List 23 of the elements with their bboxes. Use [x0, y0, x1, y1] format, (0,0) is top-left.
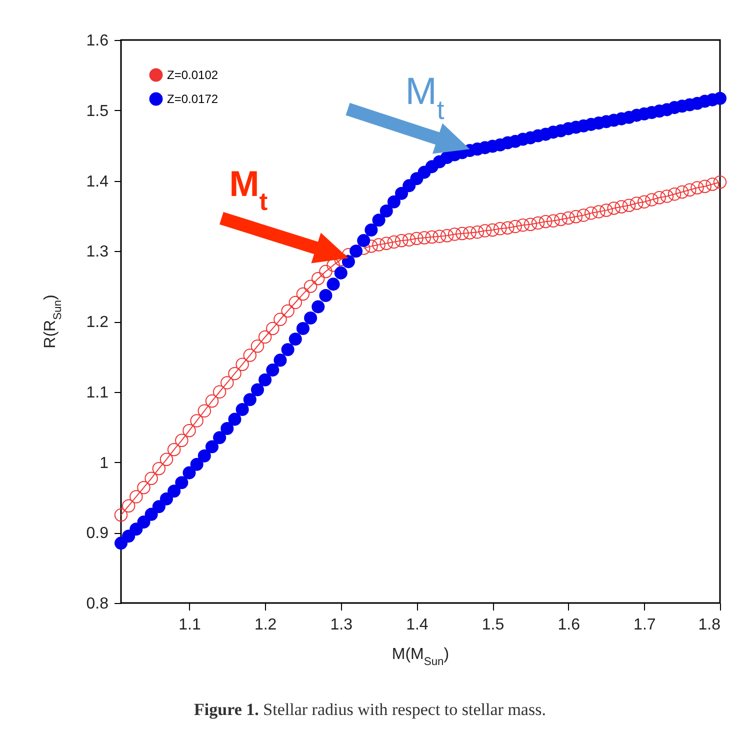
x-axis-title: M(M$_{Sun}$) [392, 646, 450, 668]
x-tick-label: 1.5 [482, 616, 504, 634]
y-tick-label: 1.1 [86, 384, 109, 402]
y-tick-label: 1.2 [86, 314, 109, 331]
x-tick-label: 1.2 [254, 616, 277, 634]
y-tick-label: 0.9 [86, 525, 109, 542]
annotation: M$_{t}$ [405, 71, 445, 126]
y-tick-label: 0.8 [86, 596, 109, 612]
x-tick-label: 1.7 [634, 616, 656, 634]
legend-label: Z=0.0102 [167, 68, 218, 82]
x-tick-label: 1.6 [558, 616, 580, 634]
y-tick-label: 1.4 [86, 173, 109, 190]
x-tick-label: 1.3 [330, 616, 353, 634]
x-tick-label: 1.8 [698, 616, 721, 634]
y-tick-label: 1.5 [86, 102, 109, 120]
x-tick-label: 1.4 [406, 616, 428, 634]
x-tick-label: 1.1 [178, 616, 201, 634]
caption: Figure 1. Stellar radius with respect to stellar mass. [193, 700, 547, 720]
legend-label: Z=0.0172 [167, 92, 218, 106]
y-tick-label: 1.3 [86, 244, 109, 261]
annotation: M$_{t}$ [229, 163, 268, 216]
y-tick-label: 1.6 [86, 32, 109, 50]
y-tick-label: 1 [100, 454, 109, 472]
